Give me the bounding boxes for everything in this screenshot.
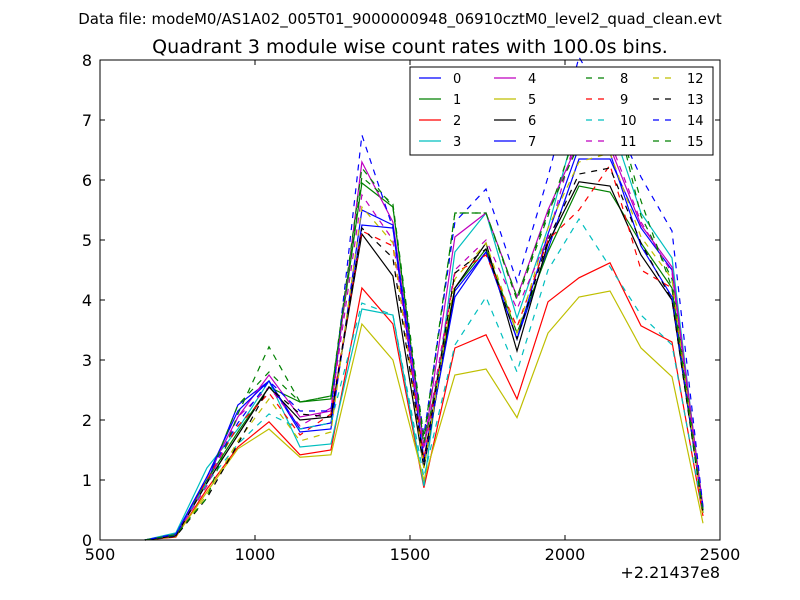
- series-line-13: [144, 167, 704, 541]
- legend-label-12: 12: [687, 72, 704, 87]
- y-tick-label: 4: [82, 291, 92, 310]
- legend-label-1: 1: [453, 93, 461, 108]
- legend-label-15: 15: [687, 135, 704, 150]
- series-line-5: [144, 290, 704, 541]
- y-tick-label: 3: [82, 351, 92, 370]
- x-tick-label: 2500: [700, 545, 741, 564]
- chart-title: Quadrant 3 module wise count rates with …: [152, 36, 668, 58]
- series-line-15: [144, 88, 704, 541]
- y-tick-label: 6: [82, 171, 92, 190]
- legend-label-2: 2: [453, 114, 461, 129]
- x-tick-label: 2000: [545, 545, 586, 564]
- legend-label-4: 4: [528, 72, 536, 87]
- legend-label-10: 10: [620, 114, 637, 129]
- x-axis-offset-label: +2.21437e8: [620, 563, 720, 582]
- y-tick-label: 5: [82, 231, 92, 250]
- figure-suptitle: Data file: modeM0/AS1A02_005T01_90000009…: [78, 10, 722, 29]
- series-line-10: [144, 217, 704, 541]
- x-tick-label: 500: [85, 545, 116, 564]
- legend-label-13: 13: [687, 93, 704, 108]
- y-tick-label: 1: [82, 471, 92, 490]
- x-tick-label: 1000: [235, 545, 276, 564]
- legend-label-3: 3: [453, 135, 461, 150]
- y-tick-label: 7: [82, 111, 92, 130]
- legend-label-8: 8: [620, 72, 628, 87]
- legend-label-5: 5: [528, 93, 536, 108]
- x-tick-label: 1500: [390, 545, 431, 564]
- legend-label-7: 7: [528, 135, 536, 150]
- legend-frame: [409, 66, 714, 156]
- legend-label-6: 6: [528, 114, 536, 129]
- legend-label-0: 0: [453, 72, 461, 87]
- series-line-9: [144, 163, 704, 541]
- y-tick-label: 2: [82, 411, 92, 430]
- legend-label-11: 11: [620, 135, 637, 150]
- y-tick-label: 0: [82, 531, 92, 550]
- series-line-2: [144, 262, 704, 541]
- y-tick-label: 8: [82, 51, 92, 70]
- legend-label-14: 14: [687, 114, 704, 129]
- legend-label-9: 9: [620, 93, 628, 108]
